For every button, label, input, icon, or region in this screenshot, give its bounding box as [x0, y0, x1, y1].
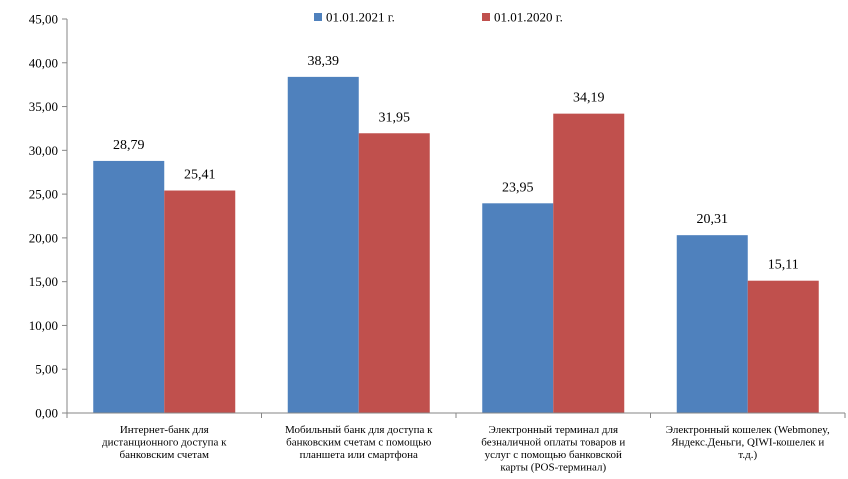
x-category-label: планшета или смартфона [300, 449, 418, 461]
bar-series-1 [482, 203, 554, 413]
legend-swatch [314, 13, 322, 21]
y-tick-label: 15,00 [29, 274, 58, 289]
x-category-label: Электронный кошелек (Webmoney, [666, 424, 830, 436]
y-tick-label: 35,00 [29, 99, 58, 114]
data-label: 15,11 [768, 258, 799, 273]
legend-swatch [482, 13, 490, 21]
bars [93, 76, 819, 414]
data-label: 28,79 [113, 138, 145, 153]
x-category-label: Яндекс.Деньги, QIWI-кошелек и [671, 437, 824, 449]
y-tick-label: 0,00 [35, 406, 58, 421]
y-tick-label: 40,00 [29, 55, 58, 70]
x-category-label: дистанционного доступа к [102, 437, 227, 449]
y-tick-label: 10,00 [29, 318, 58, 333]
data-label: 34,19 [573, 91, 605, 106]
data-label: 38,39 [308, 54, 340, 69]
bar-series-1 [676, 235, 748, 413]
data-label: 20,31 [697, 212, 729, 227]
x-category-label: Мобильный банк для доступа к [285, 424, 433, 436]
data-label: 23,95 [502, 180, 534, 195]
x-category-label: банковским счетам с помощью [286, 437, 431, 449]
data-labels: 28,79 25,41 38,39 31,95 23,95 34,19 20,31 15,11 [113, 54, 799, 273]
y-tick-label: 45,00 [29, 12, 58, 27]
bar-series-2 [747, 280, 819, 413]
bar-series-2 [358, 133, 430, 413]
y-tick-label: 5,00 [35, 362, 58, 377]
y-tick-label: 20,00 [29, 230, 58, 245]
x-category-label: услуг с помощью банковской [485, 449, 622, 461]
legend-label: 01.01.2021 г. [326, 10, 395, 25]
bar-series-2 [164, 190, 236, 413]
bar-series-1 [287, 76, 359, 414]
data-label: 25,41 [184, 168, 216, 183]
bar-series-2 [553, 113, 625, 413]
x-category-label: Электронный терминал для [488, 424, 618, 436]
y-axis: 0,00 5,00 10,00 15,00 20,00 25,00 30,00 35,00 40… [29, 12, 68, 421]
x-category-label: карты (POS-терминал) [500, 462, 606, 474]
legend-label: 01.01.2020 г. [494, 10, 563, 25]
y-tick-label: 30,00 [29, 143, 58, 158]
x-category-label: безналичной оплаты товаров и [481, 437, 625, 449]
y-tick-label: 25,00 [29, 187, 58, 202]
x-category-label: т.д.) [738, 449, 757, 461]
x-category-label: Интернет-банк для [120, 424, 209, 436]
x-category-label: банковским счетам [120, 449, 210, 461]
bar-series-1 [93, 160, 165, 413]
legend: 01.01.2021 г. 01.01.2020 г. [314, 10, 563, 25]
data-label: 31,95 [379, 110, 411, 125]
